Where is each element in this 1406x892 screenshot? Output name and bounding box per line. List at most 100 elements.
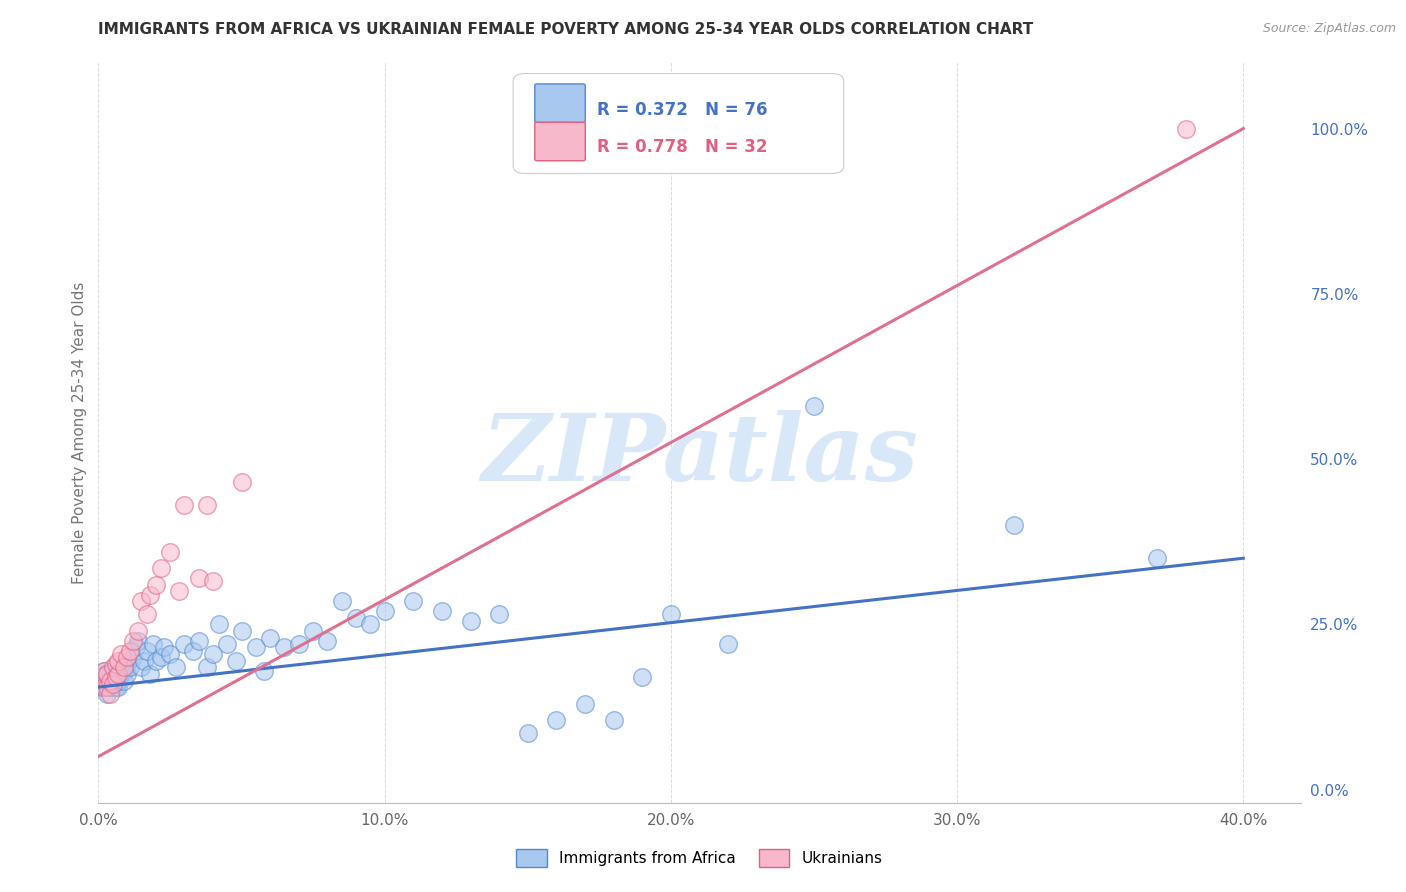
Point [167, 584, 190, 599]
Point [121, 633, 143, 648]
Point [208, 617, 231, 632]
Point [93, 666, 115, 681]
Point [128, 633, 150, 648]
Point [96, 677, 118, 691]
Point [96, 687, 118, 701]
Point [245, 640, 267, 655]
Point [259, 631, 281, 645]
Text: IMMIGRANTS FROM AFRICA VS UKRAINIAN FEMALE POVERTY AMONG 25-34 YEAR OLDS CORRELA: IMMIGRANTS FROM AFRICA VS UKRAINIAN FEMA… [98, 22, 1033, 37]
Point [659, 607, 682, 622]
Point [115, 650, 138, 665]
Point [159, 647, 181, 661]
Point [201, 647, 224, 661]
Point [118, 644, 141, 658]
Point [181, 644, 204, 658]
Point [316, 633, 339, 648]
Point [150, 561, 173, 575]
Point [107, 666, 129, 681]
Text: R = 0.778   N = 32: R = 0.778 N = 32 [598, 138, 768, 156]
Point [107, 666, 129, 681]
Point [110, 664, 132, 678]
Point [124, 640, 146, 655]
Point [273, 640, 295, 655]
Point [359, 617, 381, 632]
Point [195, 660, 218, 674]
Point [98, 666, 121, 681]
Point [90, 680, 112, 694]
Point [121, 650, 143, 665]
Point [330, 594, 353, 608]
Text: R = 0.372   N = 76: R = 0.372 N = 76 [598, 101, 768, 119]
Point [717, 637, 740, 651]
Legend: Immigrants from Africa, Ukrainians: Immigrants from Africa, Ukrainians [510, 843, 889, 873]
Point [107, 680, 129, 694]
Point [173, 499, 195, 513]
Point [142, 637, 165, 651]
Point [631, 670, 654, 684]
Point [110, 647, 132, 661]
FancyBboxPatch shape [534, 84, 585, 122]
Point [1175, 121, 1198, 136]
Point [136, 644, 159, 658]
Point [93, 664, 115, 678]
Point [115, 666, 138, 681]
Point [90, 670, 112, 684]
Point [217, 637, 239, 651]
Point [118, 660, 141, 674]
Point [112, 673, 135, 688]
Point [107, 673, 129, 688]
Point [150, 650, 173, 665]
Point [231, 475, 253, 490]
Point [107, 654, 129, 668]
FancyBboxPatch shape [534, 122, 585, 161]
Point [225, 654, 247, 668]
Point [1146, 551, 1168, 566]
Point [98, 687, 121, 701]
Point [112, 664, 135, 678]
Point [231, 624, 253, 638]
Point [128, 624, 150, 638]
Point [145, 577, 167, 591]
Point [101, 677, 124, 691]
Point [201, 574, 224, 589]
Point [104, 660, 127, 674]
Y-axis label: Female Poverty Among 25-34 Year Olds: Female Poverty Among 25-34 Year Olds [72, 282, 87, 583]
Point [104, 670, 127, 684]
Point [374, 604, 396, 618]
Point [1002, 518, 1025, 533]
Point [93, 673, 115, 688]
Point [98, 677, 121, 691]
Point [253, 664, 276, 678]
Point [96, 673, 118, 688]
Point [165, 660, 187, 674]
Point [187, 571, 209, 585]
Point [159, 544, 181, 558]
Point [145, 654, 167, 668]
Point [187, 633, 209, 648]
Point [115, 657, 138, 671]
Point [101, 673, 124, 688]
Point [302, 624, 325, 638]
Point [101, 660, 124, 674]
Point [153, 640, 176, 655]
Point [803, 399, 825, 413]
Point [104, 657, 127, 671]
FancyBboxPatch shape [513, 73, 844, 174]
Point [430, 604, 453, 618]
Point [104, 673, 127, 688]
Point [131, 660, 153, 674]
Point [101, 680, 124, 694]
Point [96, 680, 118, 694]
Point [101, 666, 124, 681]
Text: ZIPatlas: ZIPatlas [481, 409, 918, 500]
Point [110, 666, 132, 681]
Point [112, 660, 135, 674]
Point [574, 697, 596, 711]
Point [288, 637, 311, 651]
Point [101, 664, 124, 678]
Point [136, 607, 159, 622]
Point [344, 611, 367, 625]
Point [96, 666, 118, 681]
Point [516, 726, 538, 740]
Point [93, 680, 115, 694]
